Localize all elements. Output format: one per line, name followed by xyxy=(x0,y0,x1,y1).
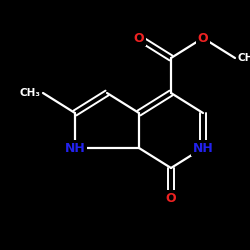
Text: O: O xyxy=(134,32,144,44)
Text: NH: NH xyxy=(192,142,214,154)
Text: O: O xyxy=(166,192,176,204)
Text: NH: NH xyxy=(64,142,86,154)
Text: CH₃: CH₃ xyxy=(238,53,250,63)
Text: CH₃: CH₃ xyxy=(19,88,40,98)
Text: O: O xyxy=(198,32,208,44)
